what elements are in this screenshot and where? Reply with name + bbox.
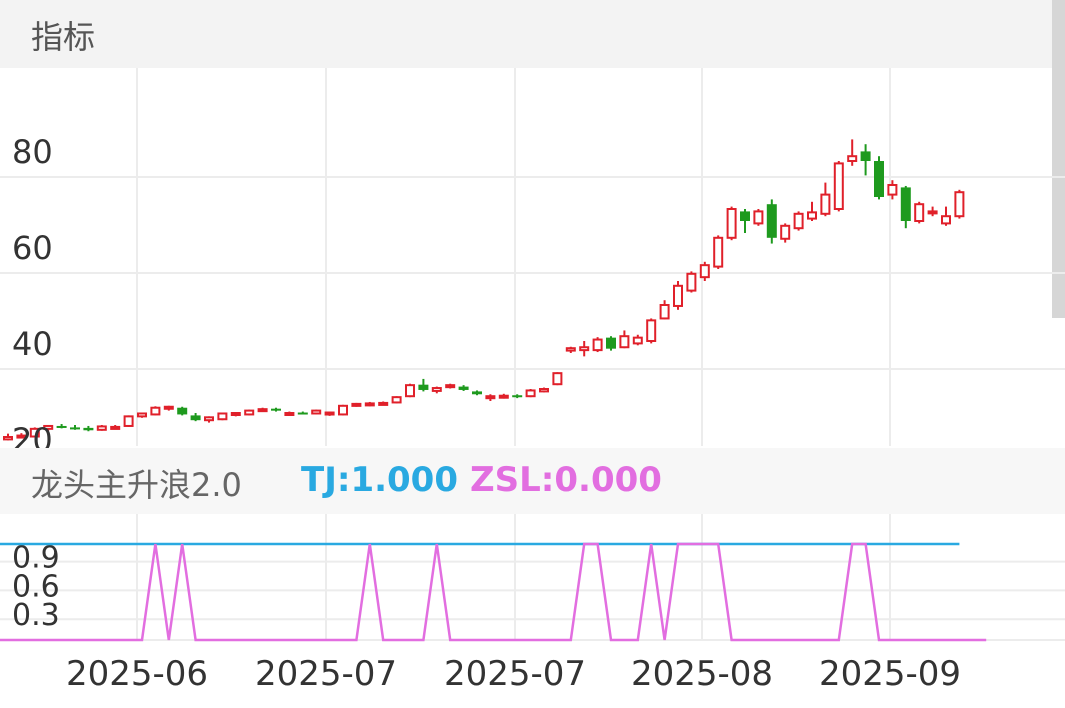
candle-body bbox=[150, 406, 161, 416]
candle-body bbox=[874, 161, 884, 197]
candle-body bbox=[619, 335, 630, 349]
candle-body bbox=[632, 336, 643, 345]
candle-body bbox=[204, 416, 214, 422]
candle-body bbox=[512, 395, 523, 398]
candle-body bbox=[833, 162, 844, 210]
candle-body bbox=[324, 411, 335, 416]
candle-body bbox=[485, 395, 496, 400]
kline-y-tick-label: 40 bbox=[12, 325, 53, 363]
candle-body bbox=[29, 427, 40, 438]
indicator-bar bbox=[0, 448, 1065, 514]
indicator-header-bar bbox=[0, 0, 1052, 68]
indicator-name[interactable]: 龙头主升浪2.0 bbox=[31, 466, 242, 504]
candle-body bbox=[539, 388, 549, 393]
candle-body bbox=[418, 384, 429, 390]
candle-body bbox=[70, 427, 80, 430]
candle-body bbox=[163, 405, 174, 410]
x-tick-label: 2025-08 bbox=[631, 654, 773, 694]
candle-body bbox=[753, 210, 764, 225]
zsl-series-line bbox=[0, 542, 987, 642]
candle-body bbox=[297, 412, 308, 415]
candle-body bbox=[458, 386, 469, 390]
candle-body bbox=[311, 409, 322, 415]
candle-body bbox=[646, 319, 657, 342]
kline-y-tick-label: 80 bbox=[12, 133, 53, 171]
candle-body bbox=[43, 424, 54, 430]
sub-y-tick-label: 0.6 bbox=[12, 569, 60, 604]
candle-body bbox=[807, 211, 817, 220]
indicator-tj-value: TJ:1.000 bbox=[301, 460, 458, 500]
candle-body bbox=[364, 402, 375, 407]
candle-body bbox=[927, 210, 938, 215]
candle-body bbox=[793, 212, 804, 230]
candle-body bbox=[659, 304, 670, 320]
candle-body bbox=[391, 396, 402, 404]
candle-body bbox=[338, 404, 348, 416]
candle-body bbox=[954, 191, 965, 218]
candle-body bbox=[699, 264, 710, 279]
candle-body bbox=[780, 224, 791, 240]
indicator-zsl-value: ZSL:0.000 bbox=[470, 460, 662, 500]
candle-body bbox=[244, 409, 255, 416]
sub-y-tick-label: 0.3 bbox=[12, 598, 60, 633]
candle-body bbox=[713, 236, 724, 268]
candle-body bbox=[900, 187, 911, 221]
candle-body bbox=[431, 387, 442, 392]
candle-body bbox=[96, 425, 107, 431]
candle-body bbox=[217, 412, 228, 421]
candle-body bbox=[525, 389, 536, 398]
candle-body bbox=[230, 412, 241, 416]
candle-body bbox=[766, 204, 777, 238]
candle-body bbox=[472, 391, 482, 395]
kline-y-tick-label: 60 bbox=[12, 229, 53, 267]
candle-body bbox=[579, 346, 590, 352]
x-tick-label: 2025-07 bbox=[255, 654, 397, 694]
candle-body bbox=[257, 408, 268, 413]
candle-body bbox=[271, 408, 281, 411]
candle-body bbox=[137, 412, 147, 418]
candle-body bbox=[83, 427, 94, 431]
candle-body bbox=[284, 412, 295, 416]
candle-body bbox=[565, 347, 576, 352]
candle-body bbox=[351, 402, 362, 407]
candle-body bbox=[820, 193, 831, 215]
x-tick-label: 2025-06 bbox=[66, 654, 208, 694]
candle-body bbox=[552, 372, 563, 386]
x-tick-label: 2025-07 bbox=[444, 654, 586, 694]
header-title[interactable]: 指标 bbox=[31, 18, 96, 56]
candle-body bbox=[177, 407, 188, 415]
candle-body bbox=[56, 425, 67, 428]
candle-body bbox=[445, 384, 456, 389]
candle-body bbox=[190, 415, 201, 421]
candle-body bbox=[606, 337, 616, 349]
candle-body bbox=[726, 208, 737, 239]
candle-body bbox=[686, 272, 697, 292]
x-tick-label: 2025-09 bbox=[819, 654, 961, 694]
candle-body bbox=[123, 415, 134, 427]
candle-body bbox=[941, 215, 951, 225]
candle-body bbox=[110, 425, 121, 430]
candle-body bbox=[405, 384, 415, 398]
candle-body bbox=[887, 184, 898, 196]
candle-body bbox=[740, 211, 750, 221]
candle-body bbox=[847, 155, 858, 162]
candle-body bbox=[498, 394, 509, 399]
candle-body bbox=[914, 203, 925, 222]
sub-y-tick-label: 0.9 bbox=[12, 541, 60, 576]
candle-body bbox=[592, 338, 603, 352]
candle-body bbox=[673, 284, 683, 307]
candle-body bbox=[3, 436, 13, 441]
candle-body bbox=[378, 401, 389, 406]
scrollbar[interactable] bbox=[1052, 0, 1065, 318]
candle-body bbox=[860, 151, 871, 161]
candle-body bbox=[16, 434, 27, 439]
